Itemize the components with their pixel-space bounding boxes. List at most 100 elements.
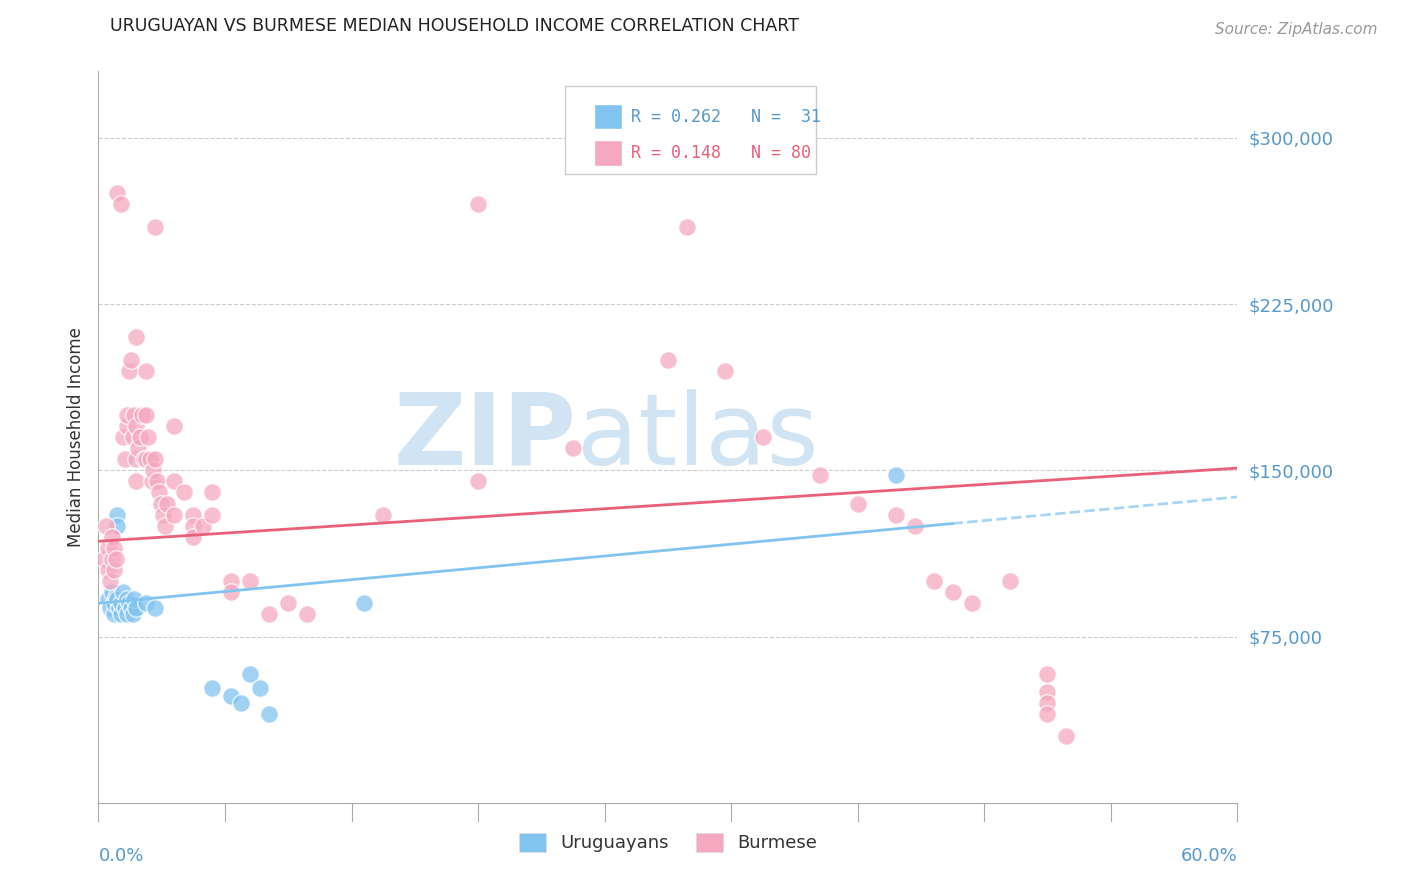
Point <box>221 690 243 704</box>
Point <box>145 219 167 234</box>
Point <box>173 485 195 500</box>
Point <box>183 508 205 522</box>
Y-axis label: Median Household Income: Median Household Income <box>66 327 84 547</box>
Point <box>135 452 157 467</box>
Point <box>132 452 155 467</box>
Point <box>141 475 163 489</box>
Text: Source: ZipAtlas.com: Source: ZipAtlas.com <box>1215 22 1378 37</box>
Point <box>259 607 281 622</box>
Point <box>125 419 148 434</box>
Point <box>150 497 173 511</box>
Point <box>124 591 146 606</box>
Point <box>808 467 831 482</box>
Legend: Uruguayans, Burmese: Uruguayans, Burmese <box>512 826 824 860</box>
Point <box>1056 729 1078 743</box>
Point <box>93 552 115 566</box>
Point <box>110 607 132 622</box>
Point <box>115 419 138 434</box>
Point <box>467 197 489 211</box>
Point <box>135 408 157 422</box>
Point <box>115 408 138 422</box>
Point <box>125 452 148 467</box>
Point <box>98 574 121 589</box>
Text: R = 0.262   N =  31: R = 0.262 N = 31 <box>631 108 821 126</box>
Point <box>201 681 224 695</box>
Point <box>146 475 169 489</box>
Point <box>277 596 299 610</box>
Point <box>239 574 262 589</box>
Point <box>120 600 142 615</box>
Point <box>183 530 205 544</box>
Point <box>125 330 148 344</box>
Point <box>201 508 224 522</box>
Point <box>259 707 281 722</box>
Text: 60.0%: 60.0% <box>1181 847 1237 864</box>
Point <box>100 530 122 544</box>
FancyBboxPatch shape <box>593 140 623 166</box>
Point <box>249 681 271 695</box>
Point <box>148 485 170 500</box>
Point <box>114 452 136 467</box>
Point <box>131 408 153 422</box>
Point <box>152 508 174 522</box>
Point <box>371 508 394 522</box>
Point <box>125 600 148 615</box>
Point <box>221 585 243 599</box>
Point <box>110 197 132 211</box>
Point <box>183 518 205 533</box>
Point <box>121 430 143 444</box>
Point <box>129 430 152 444</box>
Point <box>125 475 148 489</box>
Point <box>120 352 142 367</box>
Point <box>94 518 117 533</box>
Point <box>112 585 135 599</box>
Point <box>138 452 160 467</box>
Point <box>118 363 141 377</box>
Point <box>998 574 1021 589</box>
Point <box>846 497 869 511</box>
Point <box>884 467 907 482</box>
Point <box>163 475 186 489</box>
Point <box>239 667 262 681</box>
Point <box>922 574 945 589</box>
Point <box>191 518 214 533</box>
Point <box>108 600 131 615</box>
FancyBboxPatch shape <box>593 103 623 129</box>
Point <box>942 585 965 599</box>
Point <box>714 363 737 377</box>
Text: ZIP: ZIP <box>394 389 576 485</box>
Point <box>353 596 375 610</box>
Point <box>135 363 157 377</box>
Point <box>136 430 159 444</box>
Point <box>229 696 252 710</box>
Point <box>904 518 927 533</box>
Point <box>103 541 125 555</box>
Point <box>1036 696 1059 710</box>
Point <box>97 541 120 555</box>
Point <box>107 508 129 522</box>
Point <box>1036 707 1059 722</box>
Text: R = 0.148   N = 80: R = 0.148 N = 80 <box>631 144 811 161</box>
Point <box>884 508 907 522</box>
Point <box>163 419 186 434</box>
Point <box>97 563 120 577</box>
FancyBboxPatch shape <box>565 86 815 174</box>
Point <box>201 485 224 500</box>
Point <box>112 430 135 444</box>
Point <box>163 508 186 522</box>
Text: URUGUAYAN VS BURMESE MEDIAN HOUSEHOLD INCOME CORRELATION CHART: URUGUAYAN VS BURMESE MEDIAN HOUSEHOLD IN… <box>110 17 799 35</box>
Point <box>752 430 775 444</box>
Point <box>104 552 127 566</box>
Point <box>115 607 138 622</box>
Point <box>467 475 489 489</box>
Point <box>562 441 585 455</box>
Text: atlas: atlas <box>576 389 818 485</box>
Point <box>107 518 129 533</box>
Point <box>103 596 125 610</box>
Point <box>100 585 122 599</box>
Point <box>156 497 179 511</box>
Point <box>107 591 129 606</box>
Point <box>221 574 243 589</box>
Point <box>127 441 149 455</box>
Point <box>145 600 167 615</box>
